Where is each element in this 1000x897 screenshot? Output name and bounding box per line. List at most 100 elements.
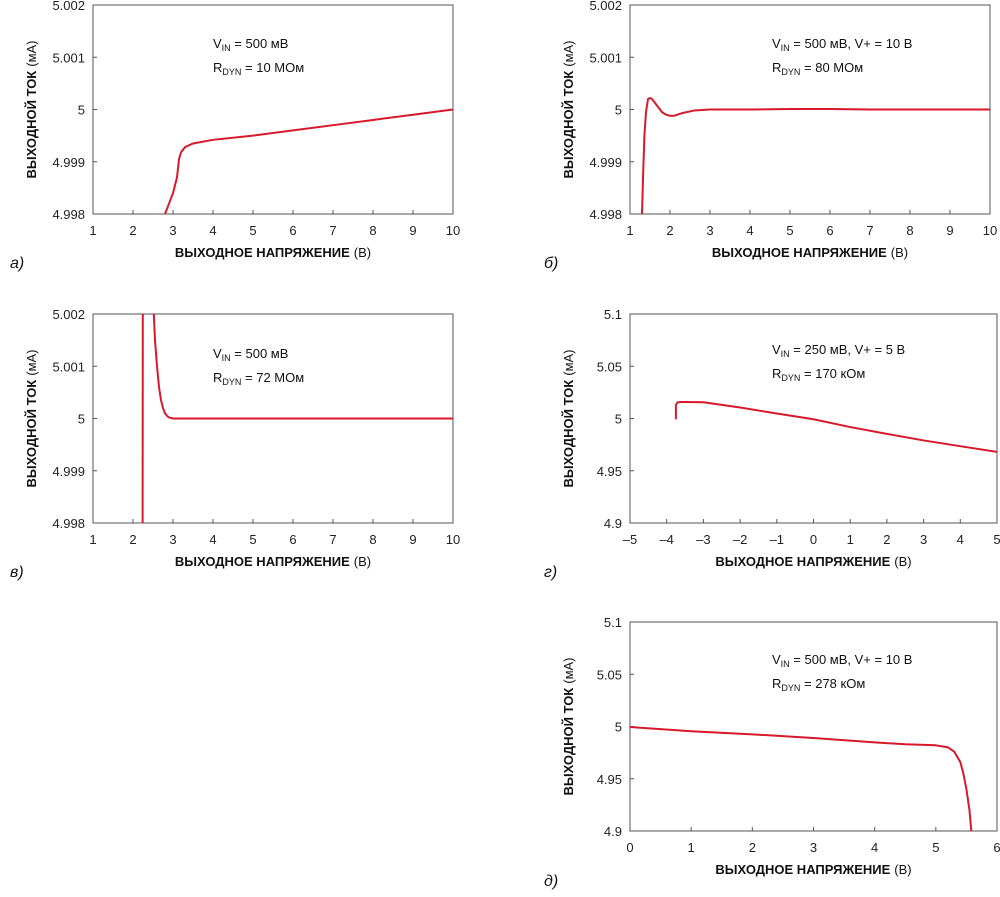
series-line — [152, 314, 453, 420]
x-tick-label: 10 — [446, 532, 460, 547]
x-tick-label: 4 — [746, 223, 753, 238]
x-tick-label: 6 — [993, 840, 1000, 855]
x-tick-label: 5 — [932, 840, 939, 855]
x-tick-label: –1 — [770, 532, 784, 547]
x-tick-label: 4 — [209, 223, 216, 238]
y-tick-label: 5.001 — [52, 50, 85, 65]
y-axis-label-main: ВЫХОДНОЙ ТОК — [561, 71, 576, 179]
annotation-value: = 500 мВ — [231, 346, 289, 361]
y-axis-label-unit: (мА) — [561, 657, 576, 683]
annotation-symbol: V — [772, 342, 781, 357]
annotation-subscript: DYN — [781, 67, 800, 77]
x-tick-label: 2 — [666, 223, 673, 238]
annotation-value: = 500 мВ, V+ = 10 В — [790, 652, 913, 667]
x-axis-label-main: ВЫХОДНОЕ НАПРЯЖЕНИЕ — [175, 245, 350, 260]
annotation-value: = 500 мВ, V+ = 10 В — [790, 36, 913, 51]
x-tick-label: 5 — [249, 532, 256, 547]
y-axis-label: ВЫХОДНОЙ ТОК (мА) — [24, 349, 39, 487]
x-tick-label: 3 — [706, 223, 713, 238]
annotation-line-2: RDYN = 278 кОм — [772, 676, 865, 693]
x-axis-label-unit: (В) — [891, 245, 908, 260]
annotation-value: = 72 МОм — [241, 370, 304, 385]
x-axis-label: ВЫХОДНОЕ НАПРЯЖЕНИЕ (В) — [715, 862, 911, 877]
annotation-line-1: VIN = 500 мВ, V+ = 10 В — [772, 36, 912, 53]
y-axis-label-unit: (мА) — [561, 40, 576, 66]
panel-label: б) — [544, 255, 558, 272]
x-axis-label-unit: (В) — [894, 554, 911, 569]
x-tick-label: 4 — [957, 532, 964, 547]
annotation-symbol: R — [213, 370, 222, 385]
y-axis-label: ВЫХОДНОЙ ТОК (мА) — [24, 40, 39, 178]
x-axis-label-main: ВЫХОДНОЕ НАПРЯЖЕНИЕ — [175, 554, 350, 569]
annotation-subscript: IN — [222, 353, 231, 363]
annotation-symbol: R — [213, 60, 222, 75]
annotation-value: = 278 кОм — [800, 676, 865, 691]
annotation-symbol: V — [213, 36, 222, 51]
y-tick-label: 5 — [78, 412, 85, 427]
y-tick-label: 5.001 — [589, 50, 622, 65]
chart-panel: 1 2 3 4 5 6 7 8 9 10 4.998 4.999 5 5.001 5.002 ВЫХОДНОЕ… — [10, 307, 460, 581]
x-tick-label: 2 — [129, 532, 136, 547]
y-axis-label-unit: (мА) — [24, 349, 39, 375]
y-tick-label: 5.1 — [604, 307, 622, 322]
annotation-symbol: R — [772, 676, 781, 691]
x-tick-label: 9 — [409, 532, 416, 547]
x-tick-label: 5 — [249, 223, 256, 238]
annotation-line-1: VIN = 500 мВ — [213, 36, 288, 53]
annotation-subscript: DYN — [781, 683, 800, 693]
x-tick-label: 2 — [883, 532, 890, 547]
annotation-value: = 250 мВ, V+ = 5 В — [790, 342, 906, 357]
series-line — [630, 726, 973, 831]
panel-label: в) — [10, 564, 24, 581]
x-tick-label: 10 — [446, 223, 460, 238]
y-axis-label-unit: (мА) — [24, 40, 39, 66]
chart-panel: 0 1 2 3 4 5 6 4.9 4.95 5 5.05 5.1 ВЫХОДНОЕ НАПРЯЖЕНИ… — [544, 615, 1000, 890]
x-tick-label: 5 — [786, 223, 793, 238]
y-axis-label: ВЫХОДНОЙ ТОК (мА) — [561, 349, 576, 487]
x-tick-label: 3 — [169, 223, 176, 238]
x-axis-label: ВЫХОДНОЕ НАПРЯЖЕНИЕ (В) — [175, 245, 371, 260]
x-axis-label-unit: (В) — [894, 862, 911, 877]
annotation-value: = 500 мВ — [231, 36, 289, 51]
y-tick-label: 4.999 — [589, 155, 622, 170]
x-axis-label: ВЫХОДНОЕ НАПРЯЖЕНИЕ (В) — [712, 245, 908, 260]
annotation-value: = 80 МОм — [800, 60, 863, 75]
chart-panel: –5 –4 –3 –2 –1 0 1 2 3 4 5 4.9 4.95 5 5.05 5.1 ВЫХОДНОЕ … — [544, 307, 1000, 581]
x-tick-label: 7 — [329, 532, 336, 547]
y-tick-label: 4.999 — [52, 155, 85, 170]
y-axis-label-main: ВЫХОДНОЙ ТОК — [24, 71, 39, 179]
annotation-symbol: R — [772, 366, 781, 381]
x-tick-label: 9 — [409, 223, 416, 238]
x-tick-label: 7 — [866, 223, 873, 238]
y-tick-label: 4.998 — [589, 207, 622, 222]
x-tick-label: 1 — [688, 840, 695, 855]
annotation-value: = 170 кОм — [800, 366, 865, 381]
x-tick-label: 8 — [906, 223, 913, 238]
y-axis-label: ВЫХОДНОЙ ТОК (мА) — [561, 40, 576, 178]
chart-panel: 1 2 3 4 5 6 7 8 9 10 4.998 4.999 5 5.001 5.002 ВЫХОДНОЕ… — [10, 0, 460, 272]
panel-label: г) — [544, 564, 557, 581]
annotation-symbol: R — [772, 60, 781, 75]
chart-panel: 1 2 3 4 5 6 7 8 9 10 4.998 4.999 5 5.001 5.002 ВЫХОДНОЕ… — [544, 0, 997, 272]
x-tick-label: 1 — [89, 532, 96, 547]
y-tick-label: 4.998 — [52, 516, 85, 531]
y-tick-label: 5.1 — [604, 615, 622, 630]
y-tick-label: 5 — [78, 103, 85, 118]
x-tick-label: –3 — [696, 532, 710, 547]
x-tick-label: 3 — [920, 532, 927, 547]
x-tick-label: 9 — [946, 223, 953, 238]
x-tick-label: 6 — [826, 223, 833, 238]
x-tick-label: 1 — [89, 223, 96, 238]
annotation-line-2: RDYN = 10 МОм — [213, 60, 304, 77]
y-tick-label: 4.95 — [597, 772, 622, 787]
y-tick-label: 4.999 — [52, 464, 85, 479]
x-tick-label: 1 — [626, 223, 633, 238]
x-axis-label: ВЫХОДНОЕ НАПРЯЖЕНИЕ (В) — [175, 554, 371, 569]
y-tick-label: 5.002 — [52, 307, 85, 322]
x-tick-label: 4 — [209, 532, 216, 547]
annotation-subscript: DYN — [222, 67, 241, 77]
x-axis-label-main: ВЫХОДНОЕ НАПРЯЖЕНИЕ — [715, 554, 890, 569]
x-tick-label: 3 — [169, 532, 176, 547]
x-tick-label: 3 — [810, 840, 817, 855]
x-tick-label: 10 — [983, 223, 997, 238]
